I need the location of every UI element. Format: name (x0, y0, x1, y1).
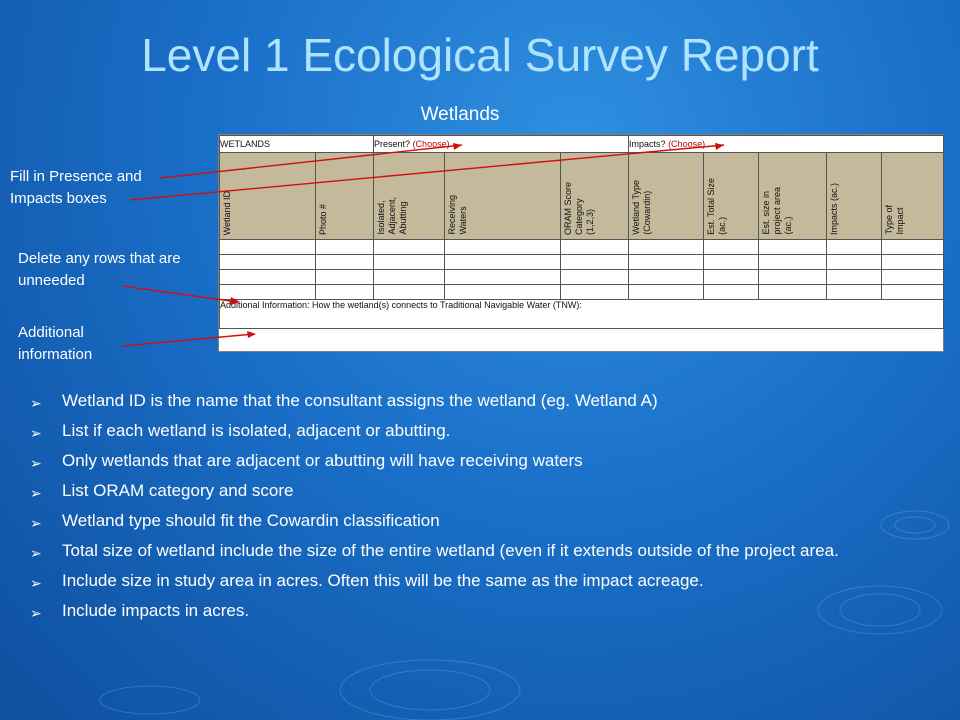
column-header: Type of Impact (881, 152, 945, 240)
slide-subtitle: Wetlands (420, 104, 500, 125)
column-header: Isolated, Adjacent, Abutting (373, 152, 446, 240)
table-top-row: WETLANDS Present? (Choose) Impacts? (Cho… (218, 135, 945, 153)
list-item: ➢ Wetland ID is the name that the consult… (30, 390, 930, 412)
table-row[interactable] (219, 239, 945, 255)
column-header: Est. Total Size (ac.) (703, 152, 760, 240)
list-item: ➢ Wetland type should fit the Cowardin cl… (30, 510, 930, 532)
guidance-bullet-list: ➢ Wetland ID is the name that the consult… (30, 390, 930, 630)
arrow-bullet-icon: ➢ (30, 485, 42, 501)
wetlands-table: WETLANDS Present? (Choose) Impacts? (Cho… (218, 135, 945, 329)
arrow-bullet-icon: ➢ (30, 455, 42, 471)
column-header: Est. size in project area (ac.) (758, 152, 828, 240)
column-header: Impacts (ac.) (826, 152, 883, 240)
arrow-bullet-icon: ➢ (30, 425, 42, 441)
column-header: ORAM Score Category (1,2,3) (560, 152, 630, 240)
present-cell[interactable]: Present? (Choose) (373, 135, 630, 153)
column-header: Photo # (314, 152, 375, 240)
impacts-cell[interactable]: Impacts? (Choose) (628, 135, 945, 153)
table-row[interactable] (219, 254, 945, 270)
additional-info-row[interactable]: Additional Information: How the wetland(… (218, 299, 945, 329)
additional-info-cell[interactable]: Additional Information: How the wetland(… (218, 299, 945, 329)
arrow-bullet-icon: ➢ (30, 605, 42, 621)
impacts-choice[interactable]: (Choose) (668, 139, 706, 149)
note-additional-info: Additional information (18, 324, 93, 363)
list-item: ➢ Total size of wetland include the size … (30, 540, 930, 562)
table-row[interactable] (219, 284, 945, 300)
table-row[interactable] (219, 269, 945, 285)
arrow-bullet-icon: ➢ (30, 395, 42, 411)
note-delete-rows: Delete any rows that are unneeded (18, 250, 181, 289)
list-item: ➢ Only wetlands that are adjacent or abut… (30, 450, 930, 472)
arrow-bullet-icon: ➢ (30, 545, 42, 561)
present-label: Present? (374, 139, 411, 149)
list-item: ➢ List if each wetland is isolated, adjac… (30, 420, 930, 442)
column-header-row: Wetland ID Photo # Isolated, Adjacent, A… (219, 152, 945, 240)
column-header: Receiving Waters (444, 152, 562, 240)
wetlands-header-cell: WETLANDS (218, 135, 375, 153)
arrow-bullet-icon: ➢ (30, 515, 42, 531)
note-presence: Fill in Presence and Impacts boxes (10, 168, 142, 207)
column-header: Wetland Type (Cowardin) (628, 152, 705, 240)
list-item: ➢ Include size in study area in acres. Of… (30, 570, 930, 592)
present-choice[interactable]: (Choose) (412, 139, 450, 149)
slide-title: Level 1 Ecological Survey Report (141, 29, 819, 81)
column-header: Wetland ID (219, 152, 316, 240)
arrow-bullet-icon: ➢ (30, 575, 42, 591)
impacts-label: Impacts? (629, 139, 666, 149)
list-item: ➢ List ORAM category and score (30, 480, 930, 502)
list-item: ➢ Include impacts in acres. (30, 600, 930, 622)
wetlands-table-image: WETLANDS Present? (Choose) Impacts? (Cho… (218, 134, 945, 352)
